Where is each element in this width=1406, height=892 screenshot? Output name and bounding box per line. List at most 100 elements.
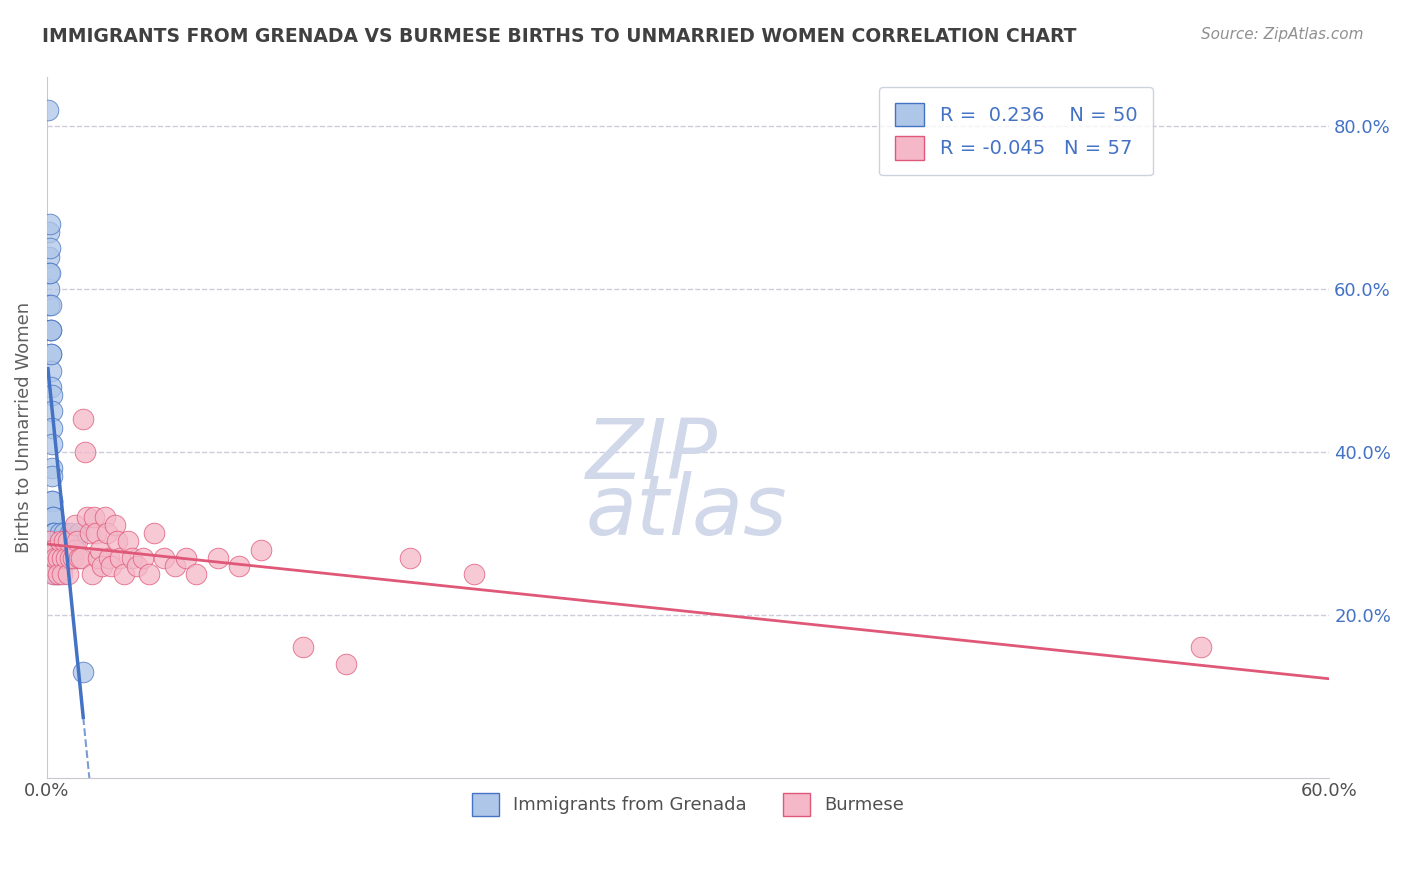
Point [48, 534, 70, 549]
Point [41, 388, 63, 402]
Point [66, 534, 89, 549]
Point [76, 510, 98, 524]
Point [38, 225, 60, 239]
Point [249, 542, 271, 557]
Point [39, 347, 62, 361]
Point [63, 534, 86, 549]
Point [72, 665, 94, 679]
Point [153, 550, 176, 565]
Point [399, 550, 422, 565]
Point [44, 550, 66, 565]
Point [207, 550, 229, 565]
Point [48, 542, 70, 557]
Point [91, 558, 114, 573]
Point [46, 567, 69, 582]
Point [42, 510, 65, 524]
Point [51, 550, 73, 565]
Point [67, 526, 90, 541]
Point [41, 493, 63, 508]
Point [59, 550, 82, 565]
Point [121, 550, 143, 565]
Point [96, 526, 118, 541]
Point [42, 526, 65, 541]
Point [63, 542, 86, 557]
Point [44, 550, 66, 565]
Point [46, 550, 69, 565]
Point [80, 567, 103, 582]
Point [58, 534, 80, 549]
Point [39, 323, 62, 337]
Point [292, 640, 315, 655]
Point [58, 542, 80, 557]
Point [38, 298, 60, 312]
Point [59, 526, 82, 541]
Point [125, 558, 148, 573]
Point [42, 550, 65, 565]
Point [112, 567, 135, 582]
Point [53, 526, 76, 541]
Point [83, 510, 105, 524]
Point [97, 550, 120, 565]
Point [72, 412, 94, 426]
Text: Source: ZipAtlas.com: Source: ZipAtlas.com [1201, 27, 1364, 42]
Point [62, 550, 84, 565]
Point [51, 542, 73, 557]
Point [41, 461, 63, 475]
Point [165, 558, 187, 573]
Point [41, 437, 63, 451]
Point [108, 550, 131, 565]
Point [38, 282, 60, 296]
Point [41, 493, 63, 508]
Point [335, 657, 357, 671]
Point [1189, 640, 1212, 655]
Point [39, 298, 62, 312]
Point [45, 542, 67, 557]
Point [84, 526, 107, 541]
Point [132, 550, 155, 565]
Point [39, 241, 62, 255]
Point [93, 510, 115, 524]
Point [142, 526, 165, 541]
Point [38, 266, 60, 280]
Point [463, 567, 485, 582]
Point [51, 558, 73, 573]
Point [37, 103, 59, 117]
Point [46, 550, 69, 565]
Point [38, 534, 60, 549]
Point [39, 380, 62, 394]
Point [51, 567, 73, 582]
Point [55, 550, 77, 565]
Point [39, 323, 62, 337]
Y-axis label: Births to Unmarried Women: Births to Unmarried Women [15, 301, 32, 553]
Point [63, 518, 86, 533]
Point [53, 534, 76, 549]
Point [42, 542, 65, 557]
Text: atlas: atlas [585, 471, 787, 552]
Point [39, 558, 62, 573]
Point [39, 363, 62, 377]
Point [87, 550, 110, 565]
Point [38, 323, 60, 337]
Point [117, 534, 139, 549]
Point [42, 567, 65, 582]
Point [174, 550, 197, 565]
Point [41, 526, 63, 541]
Point [42, 526, 65, 541]
Text: ZIP: ZIP [585, 415, 717, 496]
Point [39, 217, 62, 231]
Point [48, 526, 70, 541]
Point [75, 445, 97, 459]
Point [58, 567, 80, 582]
Point [39, 347, 62, 361]
Point [44, 567, 66, 582]
Point [100, 558, 122, 573]
Point [39, 266, 62, 280]
Point [55, 550, 77, 565]
Point [107, 534, 129, 549]
Point [44, 542, 66, 557]
Point [104, 518, 127, 533]
Text: IMMIGRANTS FROM GRENADA VS BURMESE BIRTHS TO UNMARRIED WOMEN CORRELATION CHART: IMMIGRANTS FROM GRENADA VS BURMESE BIRTH… [42, 27, 1077, 45]
Point [41, 404, 63, 418]
Point [38, 250, 60, 264]
Legend: Immigrants from Grenada, Burmese: Immigrants from Grenada, Burmese [463, 784, 914, 824]
